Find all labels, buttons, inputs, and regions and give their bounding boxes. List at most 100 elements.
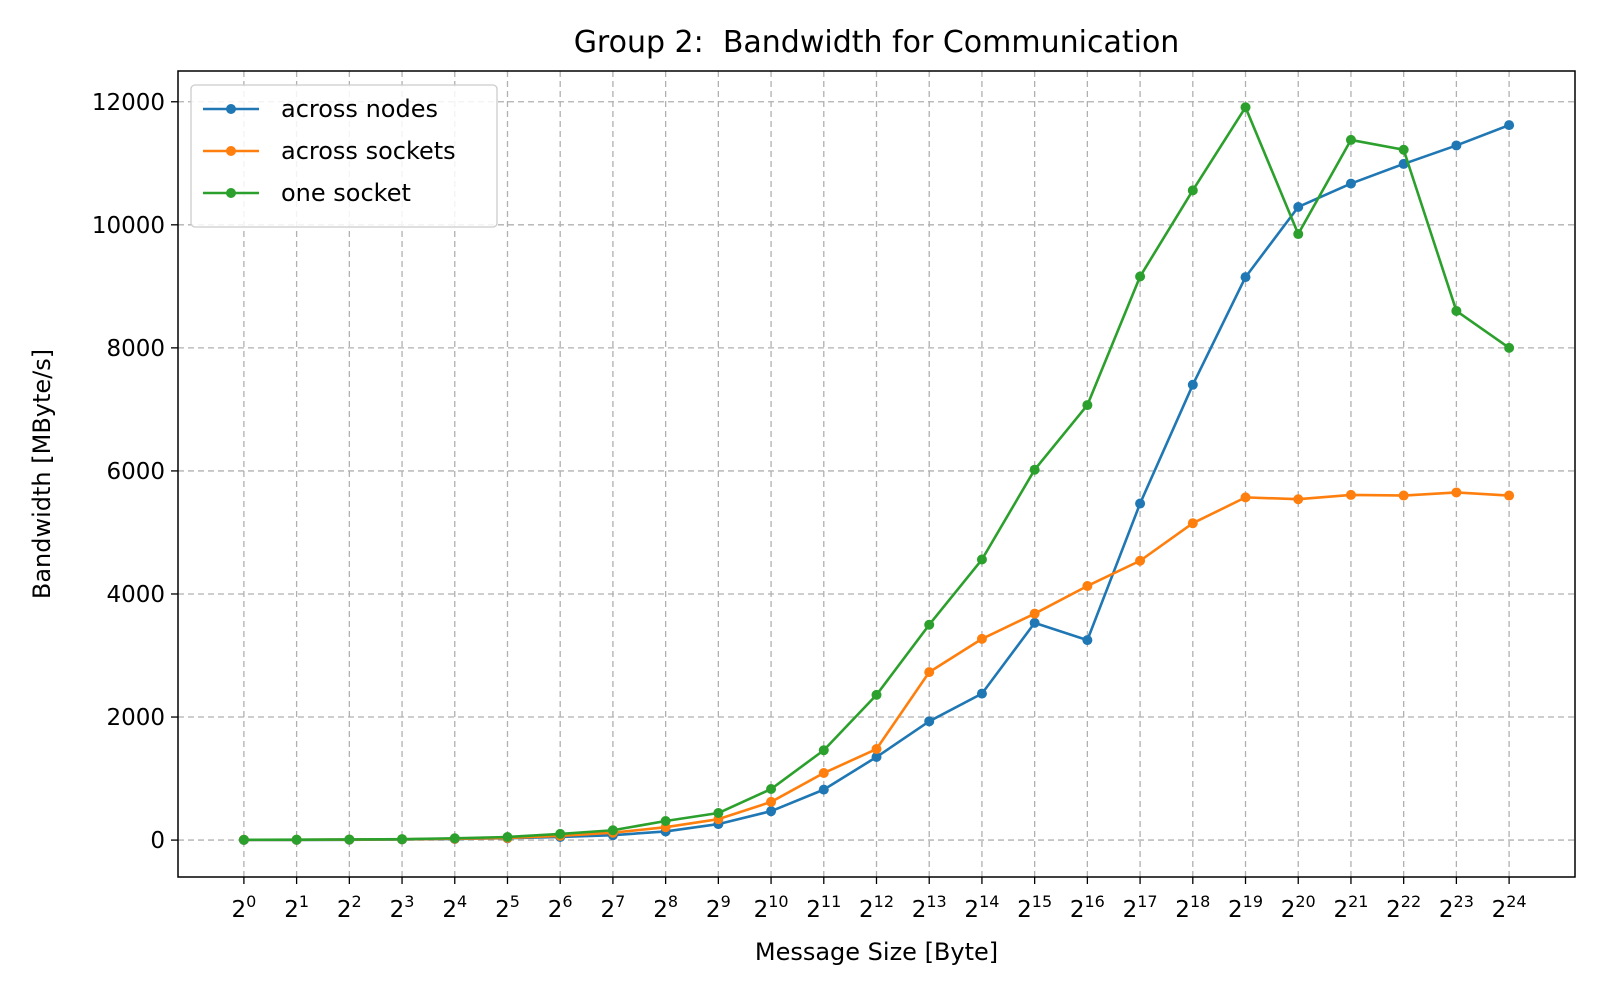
x-tick-label: 22: [337, 892, 362, 923]
y-axis-label: Bandwidth [MByte/s]: [28, 349, 56, 599]
grid-lines: [178, 71, 1575, 877]
legend-label: one socket: [281, 179, 411, 207]
x-axis-label: Message Size [Byte]: [755, 938, 998, 966]
data-point: [1293, 494, 1304, 505]
data-point: [555, 828, 566, 839]
data-point: [397, 834, 408, 845]
data-point: [1451, 487, 1462, 498]
data-point: [976, 633, 987, 644]
data-point: [818, 745, 829, 756]
data-point: [766, 784, 777, 795]
x-tick-label: 224: [1492, 892, 1527, 923]
data-point: [924, 716, 935, 727]
x-tick-label: 213: [912, 892, 947, 923]
data-point: [766, 806, 777, 817]
data-point: [1504, 120, 1515, 131]
data-point: [976, 554, 987, 565]
x-tick-label: 219: [1228, 892, 1263, 923]
y-tick-label: 2000: [106, 705, 165, 731]
legend-label: across sockets: [281, 137, 456, 165]
x-tick-label: 29: [706, 892, 731, 923]
legend-swatch-marker: [226, 188, 236, 198]
x-tick-label: 28: [653, 892, 678, 923]
data-point: [818, 768, 829, 779]
data-point: [607, 825, 618, 836]
x-tick-label: 212: [859, 892, 894, 923]
data-point: [291, 834, 302, 845]
data-point: [924, 619, 935, 630]
legend-box: [190, 84, 498, 228]
data-point: [924, 667, 935, 678]
y-tick-label: 0: [150, 828, 165, 854]
x-tick-label: 20: [231, 892, 256, 923]
data-point: [1029, 608, 1040, 619]
data-point: [1187, 518, 1198, 529]
x-tick-label: 24: [442, 892, 467, 923]
x-tick-label: 220: [1281, 892, 1316, 923]
data-point: [1504, 342, 1515, 353]
data-point: [871, 752, 882, 763]
data-point: [766, 796, 777, 807]
data-point: [713, 808, 724, 819]
data-point: [660, 816, 671, 827]
data-point: [1029, 464, 1040, 475]
data-point: [238, 834, 249, 845]
x-tick-label: 217: [1123, 892, 1158, 923]
data-point: [1135, 271, 1146, 282]
x-tick-label: 23: [390, 892, 415, 923]
data-point: [344, 834, 355, 845]
x-tick-label: 223: [1439, 892, 1474, 923]
chart-title: Group 2: Bandwidth for Communication: [574, 25, 1180, 60]
data-point: [1135, 498, 1146, 509]
x-tick-label: 215: [1017, 892, 1052, 923]
x-tick-label: 21: [284, 892, 309, 923]
x-tick-label: 221: [1333, 892, 1368, 923]
x-tick-label: 211: [806, 892, 841, 923]
legend-item: one socket: [203, 179, 411, 207]
data-point: [871, 689, 882, 700]
data-point: [1187, 379, 1198, 390]
x-tick-label: 222: [1386, 892, 1421, 923]
data-point: [1345, 178, 1356, 189]
data-point: [1451, 305, 1462, 316]
x-tick-label: 214: [964, 892, 999, 923]
data-point: [818, 784, 829, 795]
x-tick-label: 26: [548, 892, 573, 923]
data-point: [502, 832, 513, 843]
legend-swatch-marker: [226, 104, 236, 114]
data-point: [449, 833, 460, 844]
data-point: [1187, 185, 1198, 196]
data-point: [1293, 229, 1304, 240]
x-tick-label: 218: [1175, 892, 1210, 923]
legend-item: across nodes: [203, 95, 438, 123]
legend: across nodes across sockets one socket: [190, 84, 498, 228]
data-point: [1240, 492, 1251, 503]
data-point: [1240, 272, 1251, 283]
y-tick-label: 4000: [106, 582, 165, 608]
x-tick-label: 210: [754, 892, 789, 923]
series-layer: [238, 102, 1515, 845]
legend-swatch-marker: [226, 146, 236, 156]
x-tick-label: 27: [601, 892, 626, 923]
legend-label: across nodes: [281, 95, 438, 123]
y-tick-label: 10000: [92, 213, 165, 239]
x-axis-ticks: 20 21 22 23 24 25 26 27 28 29 210 211 212 213 214 215 21…: [231, 877, 1527, 923]
data-point: [1135, 555, 1146, 566]
data-point: [1398, 490, 1409, 501]
data-point: [1345, 134, 1356, 145]
data-point: [1082, 400, 1093, 411]
y-axis-ticks: 0 2000 4000 6000 8000 10000 12000: [92, 90, 178, 854]
y-tick-label: 6000: [106, 459, 165, 485]
data-point: [1240, 102, 1251, 113]
data-point: [1504, 490, 1515, 501]
x-tick-label: 216: [1070, 892, 1105, 923]
legend-item: across sockets: [203, 137, 456, 165]
data-point: [1293, 201, 1304, 212]
data-point: [976, 688, 987, 699]
y-tick-label: 12000: [92, 90, 165, 116]
data-point: [1082, 635, 1093, 646]
y-tick-label: 8000: [106, 336, 165, 362]
data-point: [871, 744, 882, 755]
series-one-socket: [238, 102, 1515, 845]
